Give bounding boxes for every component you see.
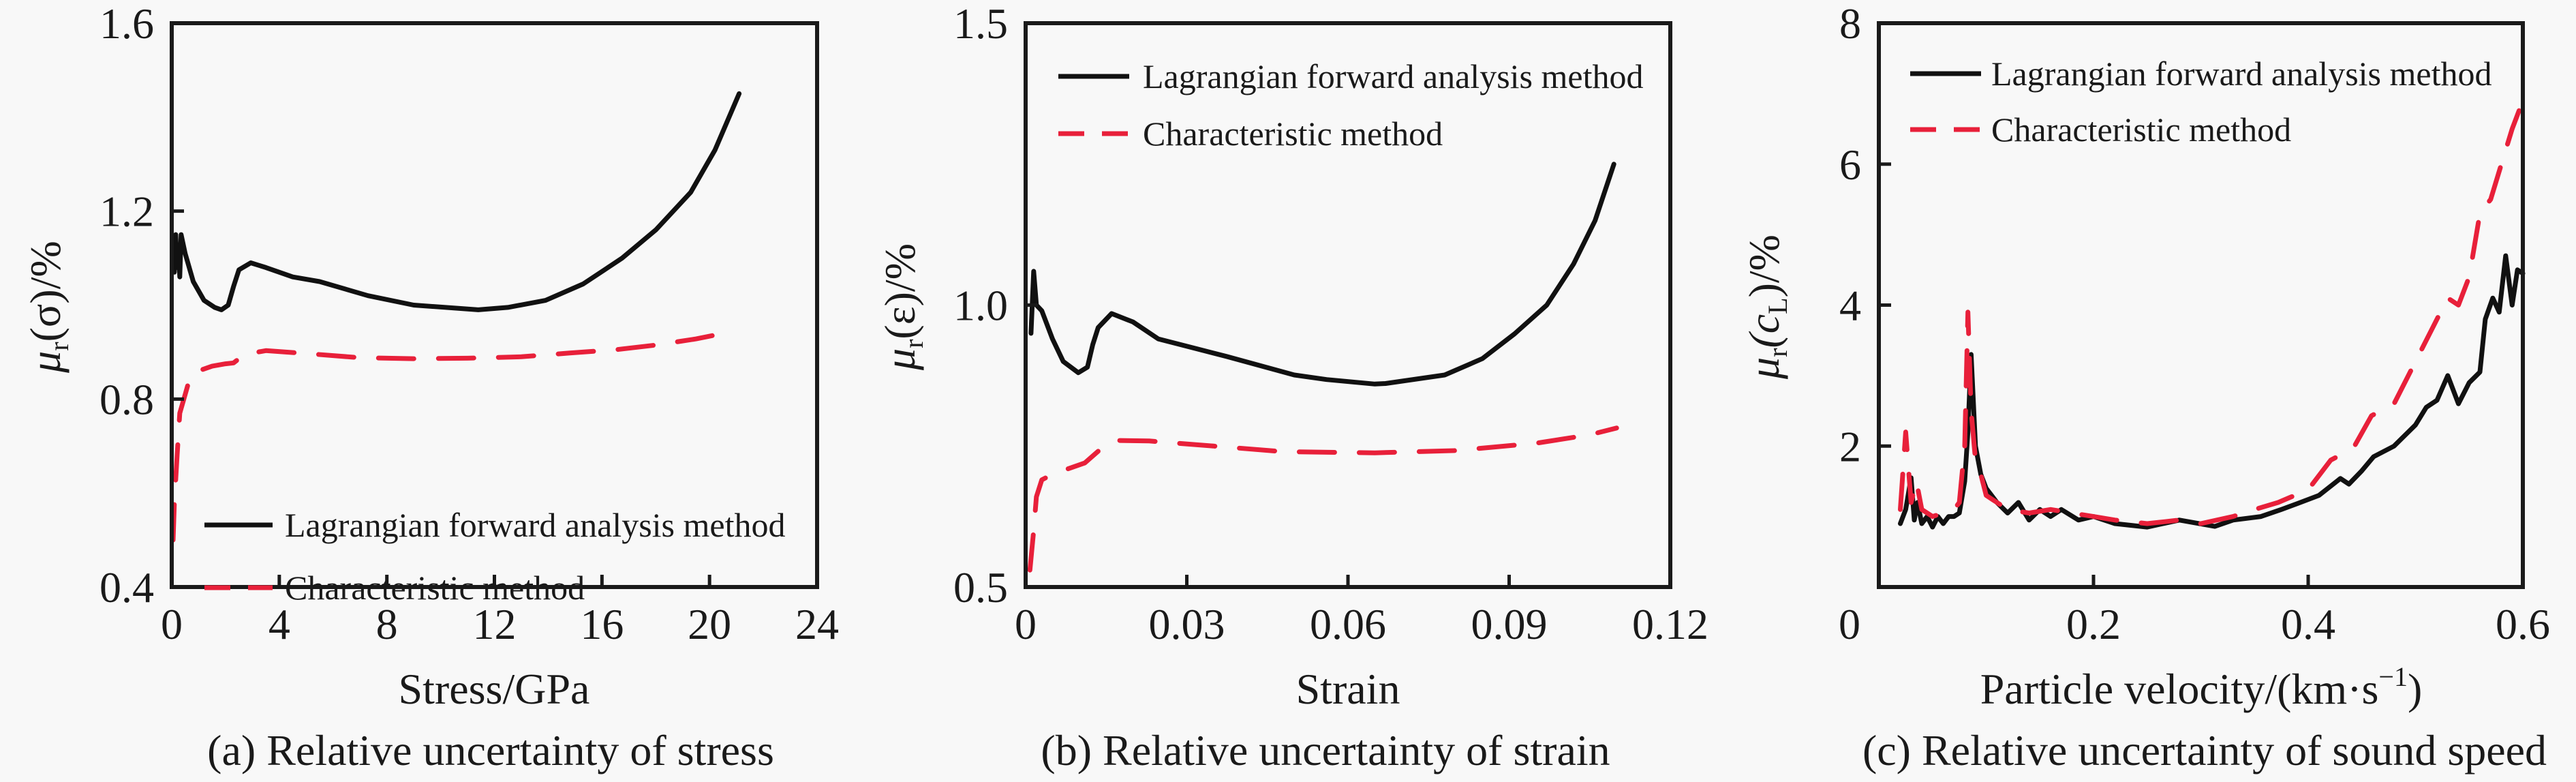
x-tick-label: 8 [376, 600, 398, 648]
x-tick-label: 0.06 [1310, 600, 1386, 648]
y-tick-label: 1.5 [953, 0, 1008, 48]
panel-c-marks [1898, 98, 2526, 530]
y-tick-label: 1.6 [99, 0, 154, 48]
panel-b-ylabel: μr(ε)/% [876, 243, 929, 371]
panel-a-legend: Lagrangian forward analysis method Chara… [204, 506, 785, 607]
panel-c: 0 0.2 0.4 0.6 2 4 6 8 Lagrangian forward analys… [1740, 0, 2550, 775]
panel-b-series-characteristic [1027, 425, 1619, 573]
y-tick-label: 8 [1839, 0, 1861, 48]
y-tick-label: 2 [1839, 422, 1861, 470]
y-tick-label: 0.8 [99, 375, 154, 423]
y-tick-label: 1.2 [99, 187, 154, 236]
x-tick-label: 0.03 [1149, 600, 1225, 648]
x-tick-label: 24 [795, 600, 839, 648]
panel-a-ticks: 0 4 8 12 16 20 24 0.4 0.8 1.2 1.6 [99, 0, 839, 648]
panel-b-xlabel: Strain [1296, 665, 1400, 713]
x-tick-label: 0 [161, 600, 183, 648]
ylabel-arg: (σ)/% [21, 241, 70, 342]
xlabel-sup: −1 [2378, 661, 2408, 692]
panel-a: 0 4 8 12 16 20 24 0.4 0.8 1.2 1.6 Lagrangian forwa… [21, 0, 839, 775]
legend-label-characteristic: Characteristic method [1143, 115, 1443, 153]
legend-label-characteristic: Characteristic method [285, 569, 585, 607]
x-tick-label: 0 [1015, 600, 1037, 648]
y-tick-label: 6 [1839, 140, 1861, 189]
ylabel-arg-open: (c [1740, 314, 1788, 348]
panel-a-xlabel: Stress/GPa [399, 665, 590, 713]
panel-b-series-lagrangian [1028, 162, 1616, 387]
x-tick-label: 12 [473, 600, 517, 648]
x-tick-label: 4 [269, 600, 290, 648]
panel-a-series-lagrangian [170, 91, 742, 312]
panel-b-marks [1027, 162, 1619, 573]
panel-c-caption: (c) Relative uncertainty of sound speed [1862, 726, 2547, 775]
ylabel-mu: μ [1740, 357, 1788, 380]
ylabel-sub: r [1762, 348, 1793, 357]
ylabel-mu: μ [21, 351, 70, 374]
y-tick-label: 0.4 [99, 563, 154, 612]
legend-label-characteristic: Characteristic method [1991, 110, 2291, 149]
panel-c-ticks: 0 0.2 0.4 0.6 2 4 6 8 [1839, 0, 2550, 648]
legend-label-lagrangian: Lagrangian forward analysis method [1143, 57, 1643, 95]
x-tick-label: 0.4 [2281, 600, 2335, 648]
panel-a-series-characteristic [170, 333, 715, 543]
panel-c-ylabel: μr(cL)/% [1740, 235, 1793, 380]
y-tick-label: 0.5 [953, 563, 1008, 612]
panel-b-caption: (b) Relative uncertainty of strain [1041, 726, 1610, 775]
x-tick-label: 0.12 [1632, 600, 1708, 648]
ylabel-mu: μ [876, 348, 924, 371]
y-tick-label: 4 [1839, 282, 1861, 330]
panel-c-series-characteristic [1898, 98, 2526, 526]
panel-a-marks [170, 91, 742, 543]
panel-b-ticks: 0 0.03 0.06 0.09 0.12 0.5 1.0 1.5 [953, 0, 1708, 648]
x-tick-label: 16 [580, 600, 624, 648]
ylabel-sub: r [898, 340, 929, 348]
x-tick-label: 0.2 [2066, 600, 2121, 648]
ylabel-arg-sub: L [1762, 297, 1793, 314]
y-tick-label: 1.0 [953, 282, 1008, 330]
legend-label-lagrangian: Lagrangian forward analysis method [285, 506, 785, 544]
x-tick-label: 20 [688, 600, 731, 648]
panel-b: 0 0.03 0.06 0.09 0.12 0.5 1.0 1.5 Lagrangian fo… [876, 0, 1708, 775]
ylabel-sub: r [44, 342, 74, 350]
x-tick-label: 0 [1839, 600, 1860, 648]
panel-b-legend: Lagrangian forward analysis method Chara… [1058, 57, 1643, 153]
xlabel-main: Particle velocity/(km·s [1980, 665, 2379, 713]
panel-a-caption: (a) Relative uncertainty of stress [207, 726, 774, 775]
panel-c-legend: Lagrangian forward analysis method Chara… [1910, 55, 2491, 149]
ylabel-arg: (ε)/% [876, 243, 924, 340]
panel-a-ylabel: μr(σ)/% [21, 241, 74, 374]
xlabel-tail: ) [2408, 665, 2422, 713]
panel-c-xlabel: Particle velocity/(km·s−1) [1980, 661, 2423, 713]
legend-label-lagrangian: Lagrangian forward analysis method [1991, 55, 2491, 93]
x-tick-label: 0.09 [1471, 600, 1548, 648]
ylabel-arg-close: )/% [1740, 235, 1788, 297]
x-tick-label: 0.6 [2496, 600, 2550, 648]
